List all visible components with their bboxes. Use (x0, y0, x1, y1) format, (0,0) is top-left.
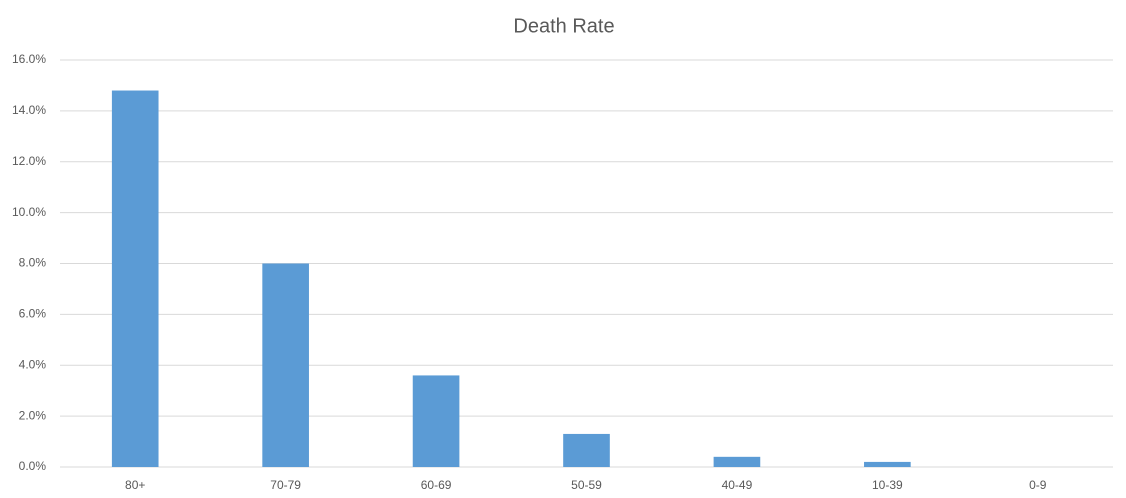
x-tick-label: 50-59 (571, 478, 602, 492)
x-tick-label: 10-39 (872, 478, 903, 492)
x-tick-label: 0-9 (1029, 478, 1047, 492)
y-tick-label: 2.0% (19, 408, 47, 422)
y-tick-label: 10.0% (12, 205, 46, 219)
bar (563, 433, 610, 467)
x-tick-label: 80+ (125, 478, 145, 492)
bar (864, 461, 911, 467)
bar (262, 263, 309, 467)
y-tick-label: 4.0% (19, 357, 47, 371)
y-tick-label: 16.0% (12, 52, 46, 66)
bar (111, 90, 159, 468)
x-tick-label: 60-69 (421, 478, 452, 492)
bar (713, 456, 761, 467)
y-tick-label: 6.0% (19, 307, 47, 321)
y-tick-label: 0.0% (19, 459, 47, 473)
x-tick-label: 40-49 (722, 478, 753, 492)
bar (412, 375, 460, 467)
y-tick-label: 12.0% (12, 154, 46, 168)
chart-title: Death Rate (513, 15, 614, 37)
y-tick-label: 8.0% (19, 256, 47, 270)
y-tick-label: 14.0% (12, 103, 46, 117)
x-tick-label: 70-79 (270, 478, 301, 492)
